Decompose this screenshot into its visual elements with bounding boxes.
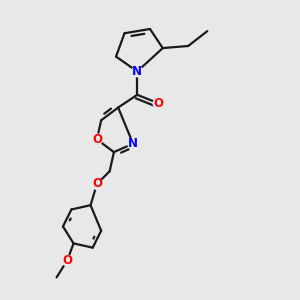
Circle shape bbox=[62, 255, 73, 266]
Circle shape bbox=[92, 134, 102, 145]
Circle shape bbox=[92, 179, 102, 189]
Text: N: N bbox=[132, 65, 142, 78]
Text: O: O bbox=[92, 178, 102, 190]
Circle shape bbox=[153, 98, 164, 109]
Text: O: O bbox=[154, 97, 164, 110]
Text: O: O bbox=[62, 254, 72, 267]
Text: N: N bbox=[128, 137, 138, 150]
Circle shape bbox=[128, 138, 138, 149]
Text: O: O bbox=[92, 133, 102, 146]
Circle shape bbox=[132, 66, 142, 77]
